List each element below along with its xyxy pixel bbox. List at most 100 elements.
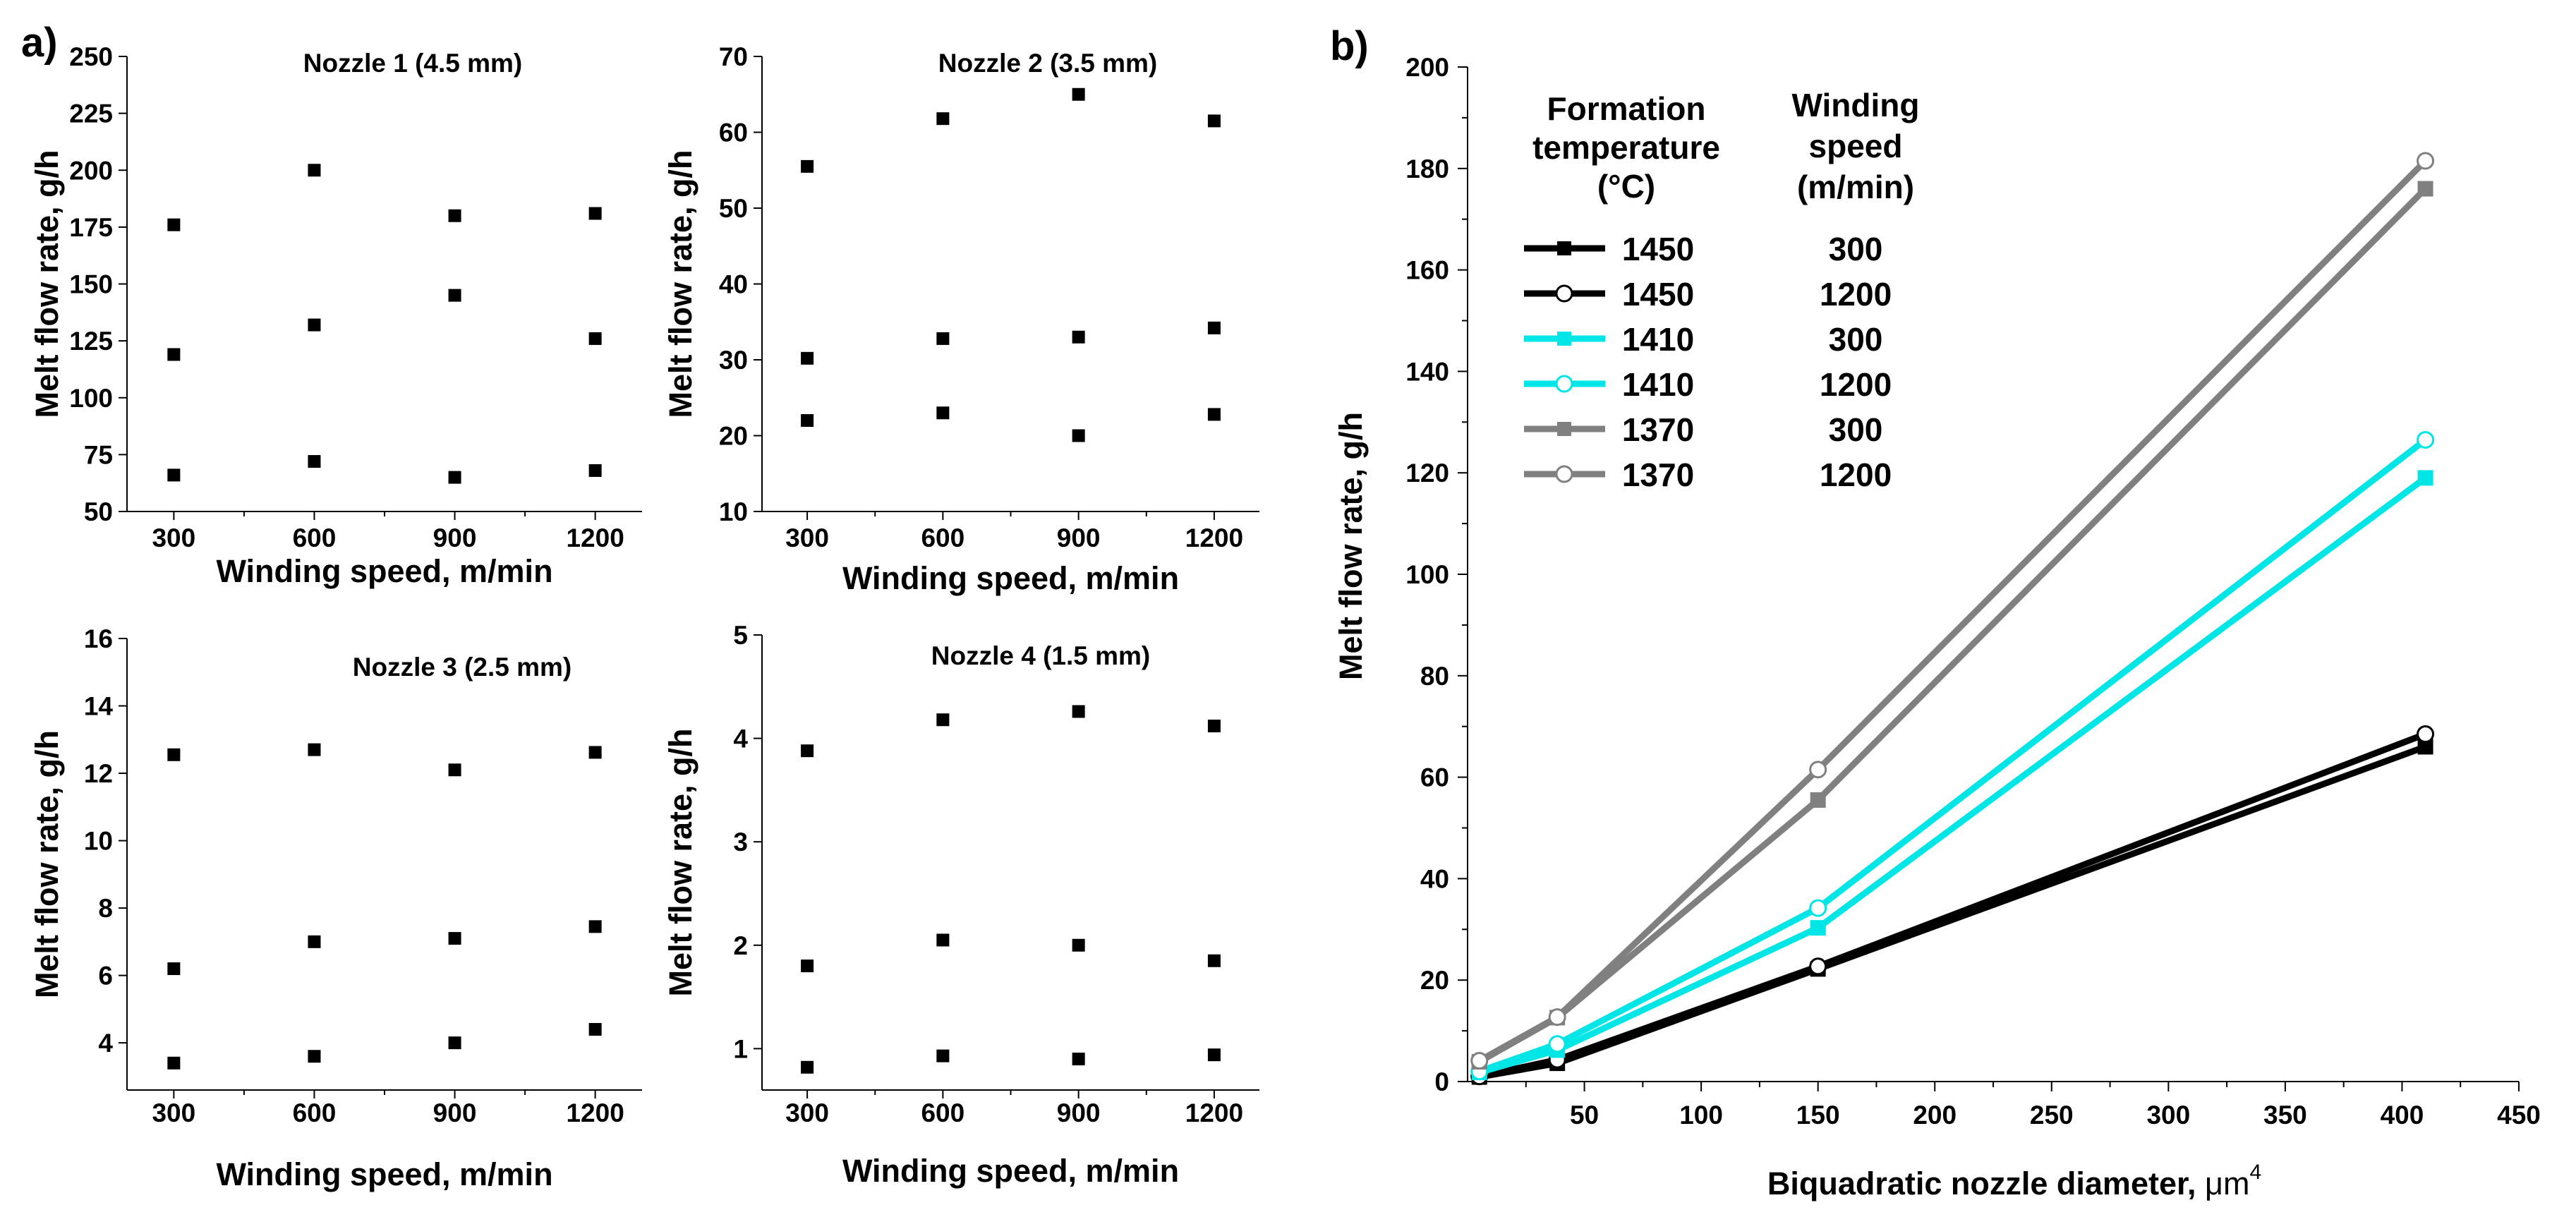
legend-speed: 1200 (1820, 366, 1892, 403)
legend-header-speed: Winding (1792, 87, 1920, 123)
data-point (936, 1049, 950, 1062)
chart-title: Nozzle 1 (4.5 mm) (303, 49, 522, 78)
series-line-1410-1200 (1478, 437, 2428, 1074)
data-point (936, 406, 950, 420)
legend-header-temperature: temperature (1532, 129, 1720, 166)
x-axis-title: Winding speed, m/min (216, 553, 552, 589)
y-tick-label: 3 (733, 828, 748, 856)
x-tick-label: 150 (1796, 1101, 1840, 1130)
x-tick-label: 450 (2497, 1101, 2541, 1130)
y-axis-title: Melt flow rate, g/h (663, 728, 699, 996)
legend-header-temperature: (°C) (1597, 168, 1655, 205)
chart-nozzle1: 50 75 100 125 150 175 200 225 250 300 600 900 1200 No… (29, 42, 642, 589)
data-point (1207, 954, 1221, 967)
x-tick-label: 300 (785, 523, 829, 552)
legend-header-speed: speed (1809, 128, 1903, 164)
data-point (588, 920, 602, 933)
panel-a-label: a) (21, 20, 58, 66)
y-tick-label: 120 (1405, 459, 1449, 488)
data-point (448, 932, 461, 945)
x-tick-label: 900 (433, 523, 477, 552)
data-point (167, 218, 181, 231)
y-tick-label: 50 (719, 194, 748, 223)
data-point (1207, 408, 1221, 421)
legend-marker (1555, 375, 1573, 393)
x-axis-title: Winding speed, m/min (842, 1153, 1179, 1189)
data-point (588, 1023, 602, 1036)
legend-speed: 300 (1829, 231, 1883, 267)
data-point (1207, 720, 1221, 732)
y-tick-label: 100 (69, 384, 113, 413)
legend-speed: 300 (1829, 321, 1883, 358)
panel-b-label: b) (1330, 23, 1369, 69)
series-marker (1810, 920, 1826, 936)
data-point (936, 713, 950, 727)
y-tick-label: 40 (1420, 864, 1449, 893)
legend-speed: 1200 (1820, 456, 1892, 493)
data-point (1072, 87, 1085, 101)
data-point (448, 763, 461, 777)
series-marker (1548, 1008, 1566, 1027)
x-tick-label: 50 (1570, 1101, 1599, 1130)
y-tick-label: 150 (69, 270, 113, 299)
y-axis-title: Melt flow rate, g/h (29, 150, 65, 418)
x-tick-label: 600 (293, 1098, 337, 1127)
y-tick-label: 175 (69, 213, 113, 242)
x-tick-label: 200 (1913, 1101, 1957, 1130)
series-marker (1470, 1052, 1489, 1070)
x-tick-label: 600 (921, 523, 965, 552)
series-marker (2417, 430, 2435, 449)
data-point (448, 289, 461, 302)
series-marker (2417, 725, 2435, 743)
x-tick-label: 600 (293, 523, 337, 552)
data-point (588, 464, 602, 477)
y-tick-label: 50 (84, 497, 113, 526)
y-tick-label: 5 (733, 621, 748, 650)
chart-nozzle3: 4 6 8 10 12 14 16 300 600 900 1200 Nozzle 3 (2.5 mm… (29, 624, 642, 1192)
legend-header-speed: (m/min) (1797, 169, 1914, 205)
data-point (801, 351, 814, 365)
data-point (801, 1060, 814, 1074)
series-line-1370-1200 (1477, 158, 2428, 1064)
y-axis-title: Melt flow rate, g/h (1333, 412, 1369, 680)
y-tick-label: 8 (98, 894, 113, 923)
data-point (801, 414, 814, 427)
x-axis-title: Winding speed, m/min (216, 1156, 552, 1192)
legend-speed: 1200 (1820, 276, 1892, 313)
y-tick-label: 10 (719, 497, 748, 526)
series-line-1370-300 (1477, 186, 2428, 1065)
data-point (308, 743, 321, 756)
y-axis-title: Melt flow rate, g/h (663, 150, 699, 418)
y-tick-label: 100 (1405, 560, 1449, 589)
legend-temperature: 1450 (1622, 231, 1694, 267)
legend-temperature: 1410 (1622, 366, 1694, 403)
data-point (448, 471, 461, 484)
data-point (308, 455, 321, 468)
data-point (167, 1056, 181, 1070)
series-marker (1810, 792, 1826, 808)
legend-item: 1450 300 (1524, 231, 1882, 267)
legend-marker (1557, 422, 1571, 436)
y-tick-label: 60 (719, 119, 748, 147)
y-tick-label: 16 (84, 624, 113, 653)
chart-title: Nozzle 4 (1.5 mm) (931, 641, 1150, 670)
x-tick-label: 1200 (566, 523, 624, 552)
y-tick-label: 140 (1405, 357, 1449, 386)
y-tick-label: 4 (733, 725, 748, 753)
series-marker (2417, 152, 2435, 170)
data-point (1072, 938, 1085, 952)
legend-item: 1370 300 (1524, 411, 1882, 448)
data-point (167, 748, 181, 761)
y-tick-label: 40 (719, 270, 748, 299)
y-tick-label: 20 (1420, 966, 1449, 995)
y-tick-label: 6 (98, 962, 113, 991)
series-marker (2417, 470, 2433, 486)
series-marker (1548, 1035, 1566, 1053)
data-point (448, 209, 461, 222)
series-marker (1809, 957, 1827, 976)
x-tick-label: 100 (1679, 1101, 1723, 1130)
y-tick-label: 225 (69, 99, 113, 128)
y-tick-label: 250 (69, 42, 113, 71)
series-marker (2417, 181, 2433, 197)
